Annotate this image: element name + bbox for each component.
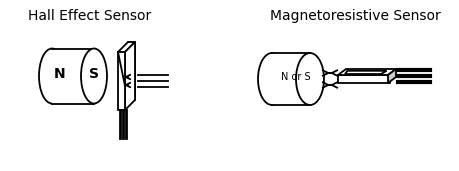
Ellipse shape — [81, 49, 107, 103]
Ellipse shape — [257, 53, 285, 105]
Text: Hall Effect Sensor: Hall Effect Sensor — [28, 9, 151, 23]
Polygon shape — [387, 69, 395, 83]
Text: Magnetoresistive Sensor: Magnetoresistive Sensor — [269, 9, 439, 23]
Polygon shape — [128, 42, 134, 100]
Polygon shape — [337, 69, 395, 75]
Bar — [271, 53, 309, 105]
Text: N or S: N or S — [280, 72, 310, 82]
Text: S: S — [89, 67, 99, 81]
Ellipse shape — [295, 53, 323, 105]
Text: N: N — [54, 67, 66, 81]
Ellipse shape — [39, 49, 65, 103]
Polygon shape — [337, 75, 389, 83]
Polygon shape — [125, 42, 134, 110]
Polygon shape — [344, 71, 386, 74]
Polygon shape — [118, 42, 134, 52]
Bar — [52, 49, 94, 103]
Polygon shape — [118, 52, 125, 110]
